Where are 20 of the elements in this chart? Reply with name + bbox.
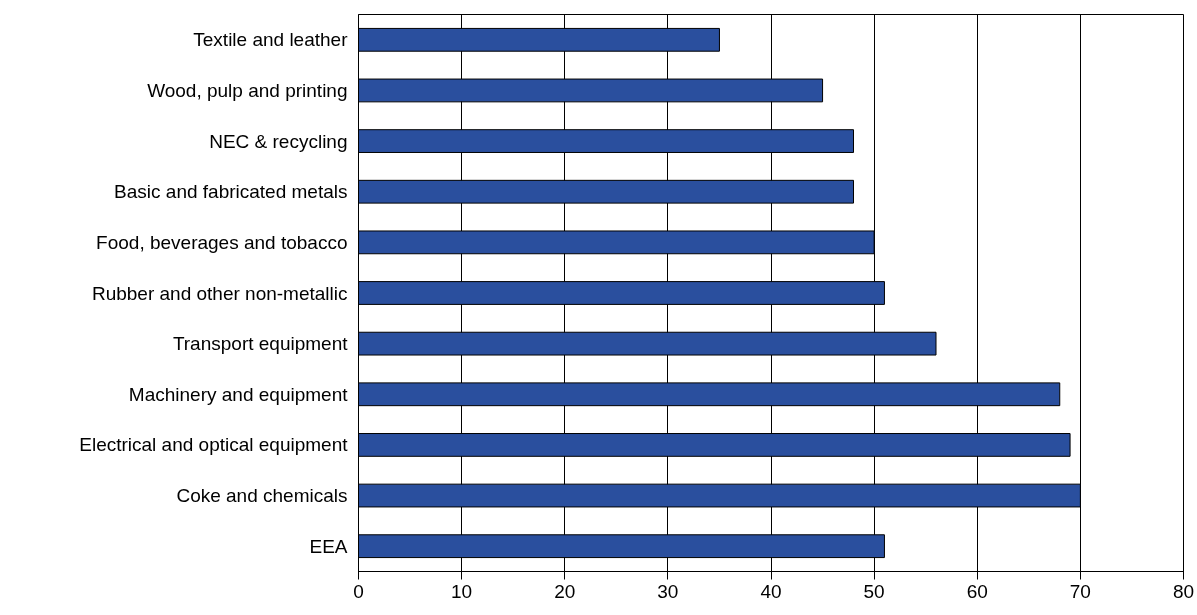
y-tick-label: Wood, pulp and printing (147, 79, 348, 101)
y-tick-label: EEA (309, 535, 348, 557)
x-tick-label: 80 (1172, 580, 1195, 602)
y-tick-label: Rubber and other non-metallic (91, 282, 348, 304)
y-tick-label: Electrical and optical equipment (79, 434, 349, 456)
x-tick-label: 50 (863, 580, 885, 602)
y-tick-label: Basic and fabricated metals (114, 181, 348, 203)
y-tick-label: Transport equipment (172, 333, 349, 355)
x-tick-label: 70 (1069, 580, 1091, 602)
x-tick-label: 10 (451, 580, 473, 602)
x-tick-label: 0 (353, 580, 364, 602)
y-tick-label: Machinery and equipment (128, 383, 349, 405)
x-tick-label: 40 (760, 580, 782, 602)
x-tick-label: 20 (554, 580, 576, 602)
x-tick-label: 30 (657, 580, 679, 602)
x-tick-label: 60 (966, 580, 988, 602)
y-tick-label: Textile and leather (193, 29, 349, 51)
y-tick-label: Food, beverages and tobacco (96, 231, 348, 253)
y-tick-label: Coke and chemicals (176, 485, 348, 507)
y-tick-label: NEC & recycling (209, 130, 348, 152)
